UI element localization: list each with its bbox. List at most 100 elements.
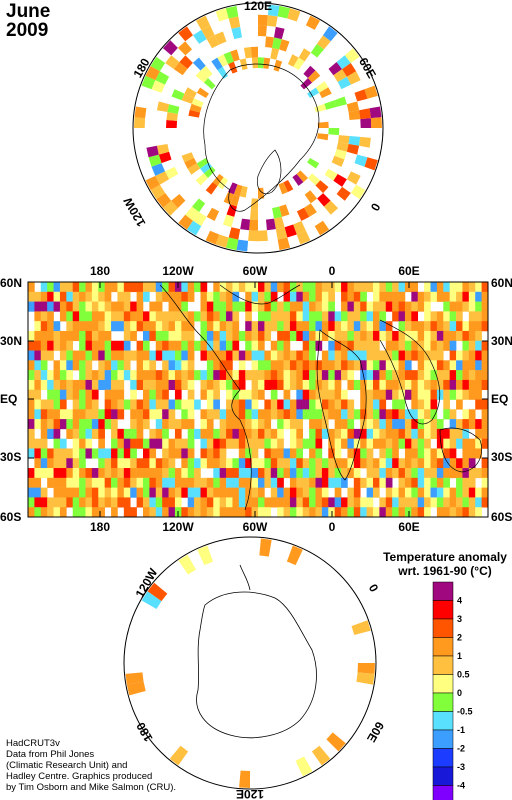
anomaly-cell [392,448,399,459]
anomaly-cell [334,419,342,430]
anomaly-cell [270,428,278,439]
anomaly-cell [40,428,48,439]
anomaly-cell [143,468,150,479]
anomaly-cell [392,330,399,342]
anomaly-cell [98,282,105,293]
anomaly-cell [174,428,182,439]
anomaly-cell [481,350,489,361]
anomaly-cell [379,497,387,508]
anomaly-cell [245,497,252,508]
north-polar-coast [203,63,320,212]
anomaly-cell [411,428,419,439]
anomaly-cell [328,62,343,76]
anomaly-cell [91,409,99,420]
anomaly-cell [258,340,265,351]
legend-swatch [432,618,454,638]
anomaly-cell [143,399,150,410]
legend-level-label: 0 [457,688,462,698]
anomaly-cell [200,379,208,391]
anomaly-cell [194,282,201,293]
anomaly-cell [264,428,272,439]
anomaly-cell [283,419,291,430]
anomaly-cell [283,360,291,371]
anomaly-cell [98,301,105,312]
anomaly-cell [141,591,162,609]
anomaly-cell [373,507,380,518]
anomaly-cell [430,419,438,430]
anomaly-cell [385,370,393,381]
anomaly-cell [258,487,265,498]
anomaly-cell [328,311,335,322]
anomaly-cell [283,180,294,192]
anomaly-cell [309,458,316,469]
anomaly-cell [373,468,380,479]
anomaly-cell [187,428,195,439]
anomaly-cell [277,237,291,251]
anomaly-cell [481,497,489,508]
anomaly-cell [417,448,425,459]
title-year: 2009 [6,20,49,41]
anomaly-cell [392,340,399,351]
anomaly-cell [251,301,259,312]
anomaly-cell [40,458,48,469]
global-map-cells [28,282,489,518]
anomaly-cell [72,507,80,518]
anomaly-cell [360,321,367,332]
anomaly-cell [231,26,242,40]
anomaly-cell [258,419,265,430]
anomaly-cell [443,370,450,381]
anomaly-cell [481,282,489,293]
anomaly-cell [251,370,259,381]
anomaly-cell [130,419,137,430]
anomaly-cell [181,487,189,498]
anomaly-cell [321,360,329,371]
figure-title: June 2009 [6,2,50,40]
anomaly-cell [398,360,406,371]
anomaly-cell [226,282,233,293]
anomaly-cell [238,379,246,391]
anomaly-cell [449,458,457,469]
anomaly-cell [98,340,105,351]
anomaly-cell [321,399,329,410]
anomaly-cell [162,282,169,293]
anomaly-cell [277,379,284,391]
anomaly-cell [149,330,157,342]
anomaly-cell [162,399,169,410]
anomaly-cell [273,59,283,72]
anomaly-cell [213,311,220,322]
anomaly-cell [417,477,425,488]
anomaly-cell [181,477,189,488]
anomaly-cell [195,173,208,186]
anomaly-cell [111,438,118,449]
anomaly-cell [360,282,367,293]
anomaly-cell [238,448,246,459]
anomaly-cell [373,301,380,312]
anomaly-cell [334,438,342,449]
anomaly-cell [111,379,118,391]
anomaly-cell [468,301,476,312]
anomaly-cell [277,5,291,19]
anomaly-cell [149,477,157,488]
anomaly-cell [417,301,425,312]
anomaly-cell [238,409,246,420]
anomaly-cell [245,507,252,518]
anomaly-cell [168,330,176,342]
anomaly-cell [264,360,272,371]
anomaly-cell [289,497,297,508]
anomaly-cell [85,409,93,420]
anomaly-cell [468,438,476,449]
anomaly-cell [91,340,99,351]
anomaly-cell [462,340,470,351]
anomaly-cell [130,311,137,322]
anomaly-cell [162,291,169,302]
anomaly-cell [123,487,131,498]
anomaly-cell [309,389,316,400]
anomaly-cell [385,477,393,488]
anomaly-cell [398,419,406,430]
anomaly-cell [317,121,329,128]
anomaly-cell [111,340,118,351]
anomaly-cell [245,282,252,293]
anomaly-cell [251,448,259,459]
anomaly-cell [314,220,330,236]
anomaly-cell [449,507,457,518]
